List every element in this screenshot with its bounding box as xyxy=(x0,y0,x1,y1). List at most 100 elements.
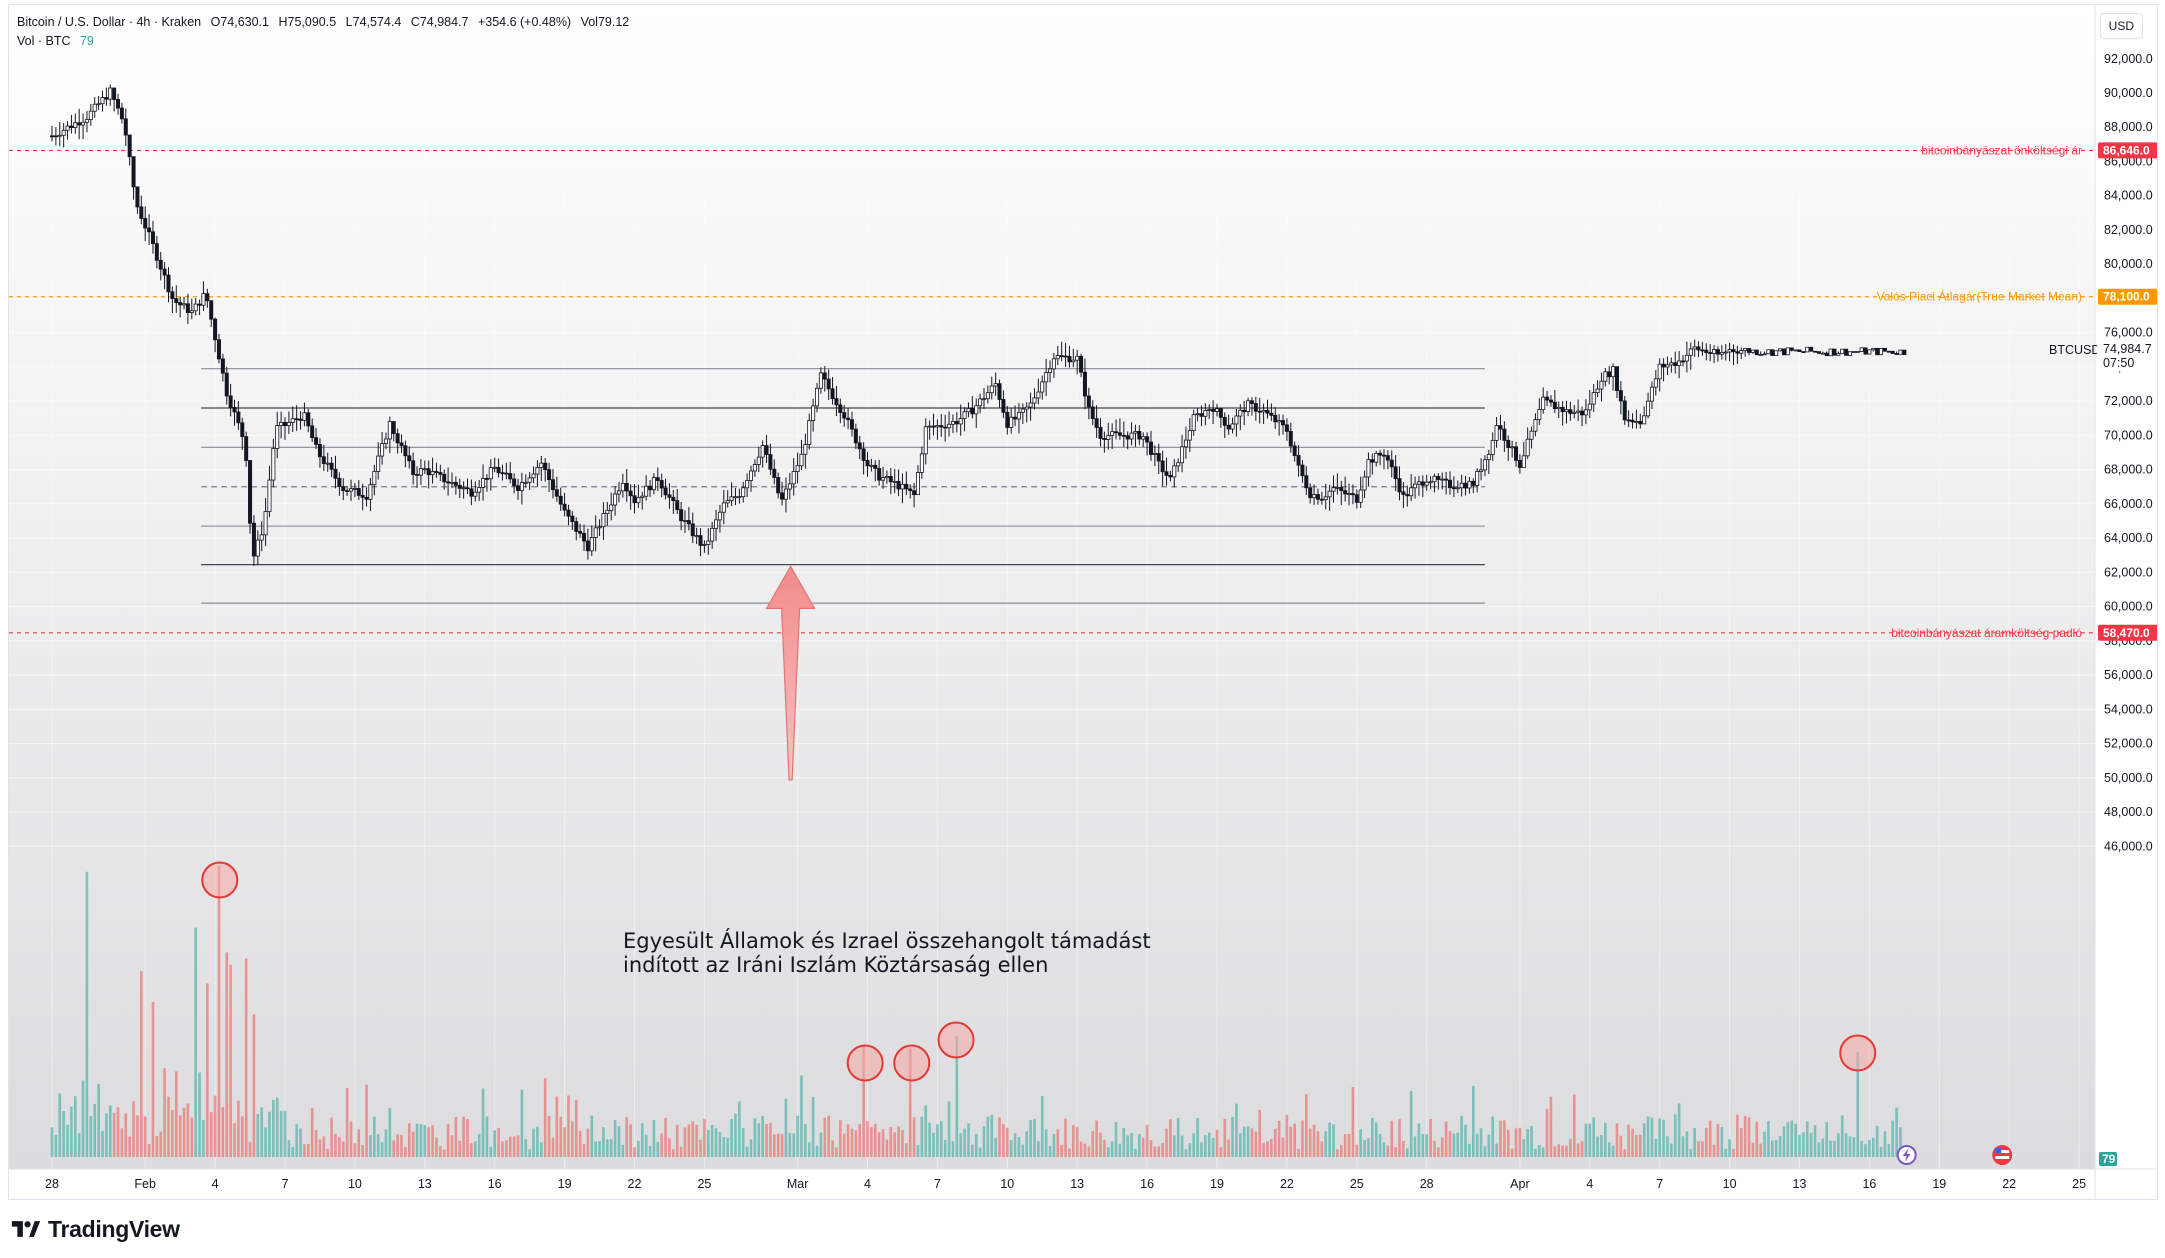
candle-body-down xyxy=(127,134,132,158)
candle-body-up xyxy=(1129,432,1134,440)
candle-body-up xyxy=(387,421,392,440)
volume-legend-title[interactable]: Vol · BTC xyxy=(17,34,71,48)
candle xyxy=(776,472,781,499)
volume-bar-down xyxy=(839,1120,842,1157)
candle xyxy=(481,464,486,501)
candle xyxy=(931,413,936,436)
candle xyxy=(337,472,342,496)
volume-bar-up xyxy=(279,1110,283,1157)
candle xyxy=(1731,344,1736,366)
candle xyxy=(446,467,451,496)
volume-bar-down xyxy=(543,1078,547,1157)
candle-body-down xyxy=(997,383,1002,400)
candle-body-up xyxy=(100,97,105,105)
candle-body-down xyxy=(1350,493,1355,496)
candle-body-up xyxy=(760,445,765,458)
symbol-title[interactable]: Bitcoin / U.S. Dollar · 4h · Kraken xyxy=(17,15,202,29)
time-tick-label: 4 xyxy=(864,1177,871,1191)
candle-body-up xyxy=(352,488,357,490)
candle xyxy=(1444,471,1449,495)
volume-bar-up xyxy=(640,1123,644,1157)
candle xyxy=(1677,350,1682,379)
volume-bar-down xyxy=(854,1130,858,1157)
level-label: bitcoinbányászat áramköltség padló xyxy=(1891,626,2082,640)
candle xyxy=(807,413,812,450)
volume-bar-down xyxy=(866,1121,869,1157)
candle-body-down xyxy=(1401,491,1406,495)
candle xyxy=(1284,418,1289,441)
candle xyxy=(1013,405,1018,427)
volume-bar-up xyxy=(738,1101,741,1157)
candle-body-up xyxy=(1230,423,1235,430)
candle-body-down xyxy=(562,503,567,511)
volume-bar-up xyxy=(1235,1103,1238,1157)
candle-body-up xyxy=(1195,413,1200,416)
candle-body-up xyxy=(1044,372,1049,383)
candle xyxy=(1055,346,1060,365)
volume-bar-up xyxy=(730,1118,733,1157)
volume-bar-down xyxy=(307,1143,310,1157)
volume-bar-down xyxy=(1095,1120,1098,1157)
candle xyxy=(1750,349,1755,354)
candle-body-up xyxy=(869,464,874,467)
volume-bar-up xyxy=(602,1127,605,1157)
candle xyxy=(1754,349,1759,356)
tradingview-logo-icon[interactable] xyxy=(10,1218,42,1240)
candle-body-up xyxy=(733,496,738,499)
candle-body-up xyxy=(818,372,823,389)
price-tick-label: 64,000.0 xyxy=(2104,531,2153,545)
volume-bar-up xyxy=(198,1072,201,1157)
tradingview-logo-text[interactable]: TradingView xyxy=(48,1215,180,1242)
volume-bar-down xyxy=(163,1068,166,1157)
time-tick-label: 16 xyxy=(1140,1177,1154,1191)
candle xyxy=(1805,346,1810,353)
volume-bar-up xyxy=(54,1134,58,1157)
candle-body-down xyxy=(446,481,451,484)
volume-bar-up xyxy=(1126,1135,1129,1157)
candle xyxy=(558,487,563,511)
candle xyxy=(1335,473,1340,495)
candle-body-up xyxy=(982,398,987,401)
candle xyxy=(1428,476,1433,490)
candle xyxy=(1090,400,1095,426)
volume-bar-down xyxy=(334,1133,337,1157)
volume-bar-up xyxy=(287,1140,291,1157)
volume-bar-down xyxy=(209,1112,213,1157)
candle-body-up xyxy=(1529,430,1534,440)
candle xyxy=(896,469,901,497)
volume-bar-down xyxy=(1056,1129,1060,1157)
price-tick-label: 82,000.0 xyxy=(2104,223,2153,237)
volume-bar-down xyxy=(1755,1121,1759,1157)
candle-body-up xyxy=(1743,348,1748,351)
volume-bar-down xyxy=(889,1126,893,1157)
candle xyxy=(1137,425,1142,445)
candle xyxy=(449,472,454,488)
volume-bar-up xyxy=(1138,1133,1141,1157)
time-axis[interactable]: 28 Feb 4 7 10 13 16 19 22 25 Mar 4 7 10 13 16 19 22 25 28 Ap… xyxy=(45,1177,2086,1191)
candle xyxy=(690,512,695,544)
candle xyxy=(1708,344,1713,362)
candle-body-up xyxy=(950,421,955,425)
candle xyxy=(310,418,315,443)
time-tick-label: 10 xyxy=(1000,1177,1014,1191)
chart-frame[interactable]: bitcoinbányászat önköltségi ár Valós Piac… xyxy=(8,4,2158,1200)
time-tick-label: 19 xyxy=(1932,1177,1946,1191)
candle xyxy=(915,465,920,496)
currency-button[interactable]: USD xyxy=(2099,13,2143,39)
candle xyxy=(1560,401,1565,426)
price-axis[interactable]: 92,000.090,000.088,000.086,000.084,000.0… xyxy=(2104,52,2153,854)
volume-bar-up xyxy=(1782,1126,1786,1157)
volume-bar-up xyxy=(1790,1120,1794,1157)
volume-bar-down xyxy=(1262,1143,1265,1157)
volume-bar-up xyxy=(811,1097,815,1157)
candle xyxy=(271,439,276,488)
candle-body-down xyxy=(667,494,672,498)
volume-bar-down xyxy=(1390,1120,1394,1157)
candle xyxy=(698,528,703,557)
candle xyxy=(1723,344,1728,361)
candle xyxy=(1261,403,1266,425)
volume-bar-up xyxy=(784,1098,788,1157)
candle-body-down xyxy=(849,419,854,430)
volume-bar-down xyxy=(1305,1094,1308,1157)
